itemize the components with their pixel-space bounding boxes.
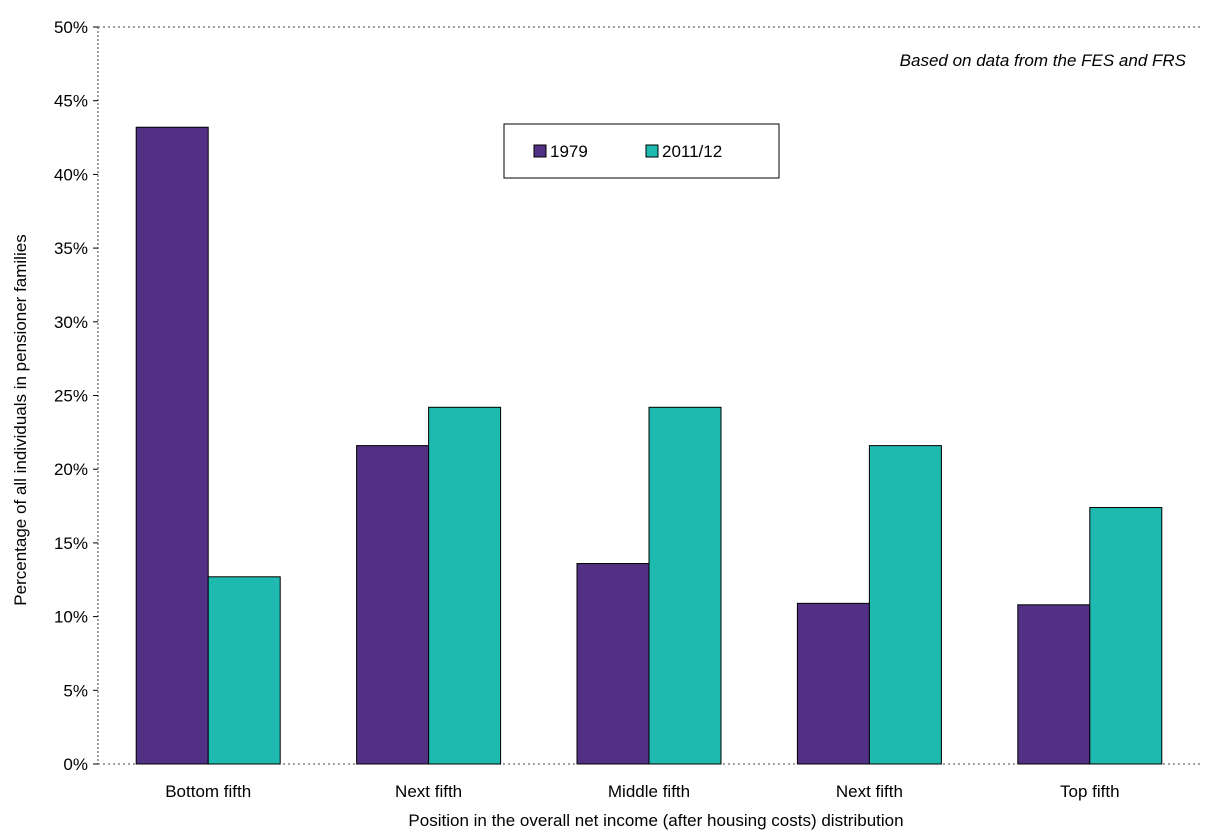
y-tick-label: 45% (54, 92, 88, 111)
y-tick-label: 5% (63, 681, 88, 700)
x-tick-label: Next fifth (395, 782, 462, 801)
y-tick-label: 25% (54, 387, 88, 406)
x-tick-label: Bottom fifth (165, 782, 251, 801)
bar-1979-5 (1017, 604, 1091, 765)
x-tick-label: Middle fifth (608, 782, 690, 801)
bar-201112-1 (207, 576, 281, 765)
bar-1979-3 (576, 563, 650, 765)
legend: 1979 2011/12 (503, 123, 780, 179)
bar-201112-2 (428, 406, 502, 765)
y-tick-label: 50% (54, 18, 88, 37)
legend-label: 1979 (550, 142, 588, 161)
y-tick-label: 10% (54, 608, 88, 627)
legend-label: 2011/12 (662, 142, 722, 161)
legend-box (503, 123, 780, 179)
x-tick-label: Top fifth (1060, 782, 1120, 801)
bar-1979-1 (135, 126, 209, 765)
bars (135, 126, 1163, 765)
y-tick-label: 15% (54, 534, 88, 553)
bar-201112-3 (648, 406, 722, 765)
x-axis: Bottom fifth Next fifth Middle fifth Next f… (165, 782, 1119, 801)
y-axis: 0% 5% 10% 15% 20% 25% 30% 35% 40% 45% 50% (54, 18, 99, 774)
bar-201112-5 (1089, 507, 1163, 765)
y-tick-label: 35% (54, 239, 88, 258)
bar-201112-4 (868, 445, 942, 765)
bar-1979-4 (796, 602, 870, 765)
legend-swatch (533, 144, 547, 158)
x-tick-label: Next fifth (836, 782, 903, 801)
y-tick-label: 30% (54, 313, 88, 332)
y-tick-label: 0% (63, 755, 88, 774)
legend-swatch (645, 144, 659, 158)
y-tick-label: 20% (54, 460, 88, 479)
y-tick-label: 40% (54, 165, 88, 184)
y-axis-title: Percentage of all individuals in pension… (11, 234, 30, 605)
bar-1979-2 (356, 445, 430, 765)
source-annotation: Based on data from the FES and FRS (900, 51, 1187, 70)
x-axis-title: Position in the overall net income (afte… (408, 811, 903, 830)
